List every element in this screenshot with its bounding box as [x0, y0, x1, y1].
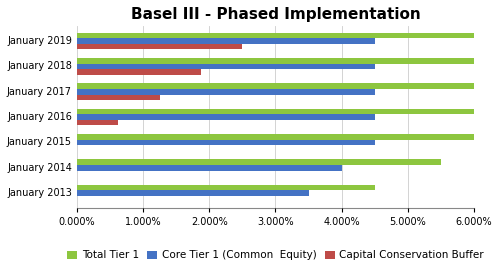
Bar — [77, 165, 342, 171]
Bar — [77, 109, 474, 114]
Bar — [77, 185, 375, 190]
Bar — [77, 95, 160, 100]
Bar — [77, 44, 242, 49]
Bar — [77, 140, 375, 145]
Legend: Total Tier 1, Core Tier 1 (Common  Equity), Capital Conservation Buffer: Total Tier 1, Core Tier 1 (Common Equity… — [63, 246, 488, 265]
Bar — [77, 83, 474, 89]
Bar — [77, 38, 375, 44]
Bar — [77, 114, 375, 120]
Bar — [77, 190, 308, 196]
Bar — [77, 64, 375, 69]
Bar — [77, 159, 441, 165]
Bar — [77, 120, 118, 125]
Title: Basel III - Phased Implementation: Basel III - Phased Implementation — [130, 7, 420, 22]
Bar — [77, 89, 375, 95]
Bar — [77, 134, 474, 140]
Bar — [77, 33, 474, 38]
Bar — [77, 58, 474, 64]
Bar — [77, 69, 201, 75]
